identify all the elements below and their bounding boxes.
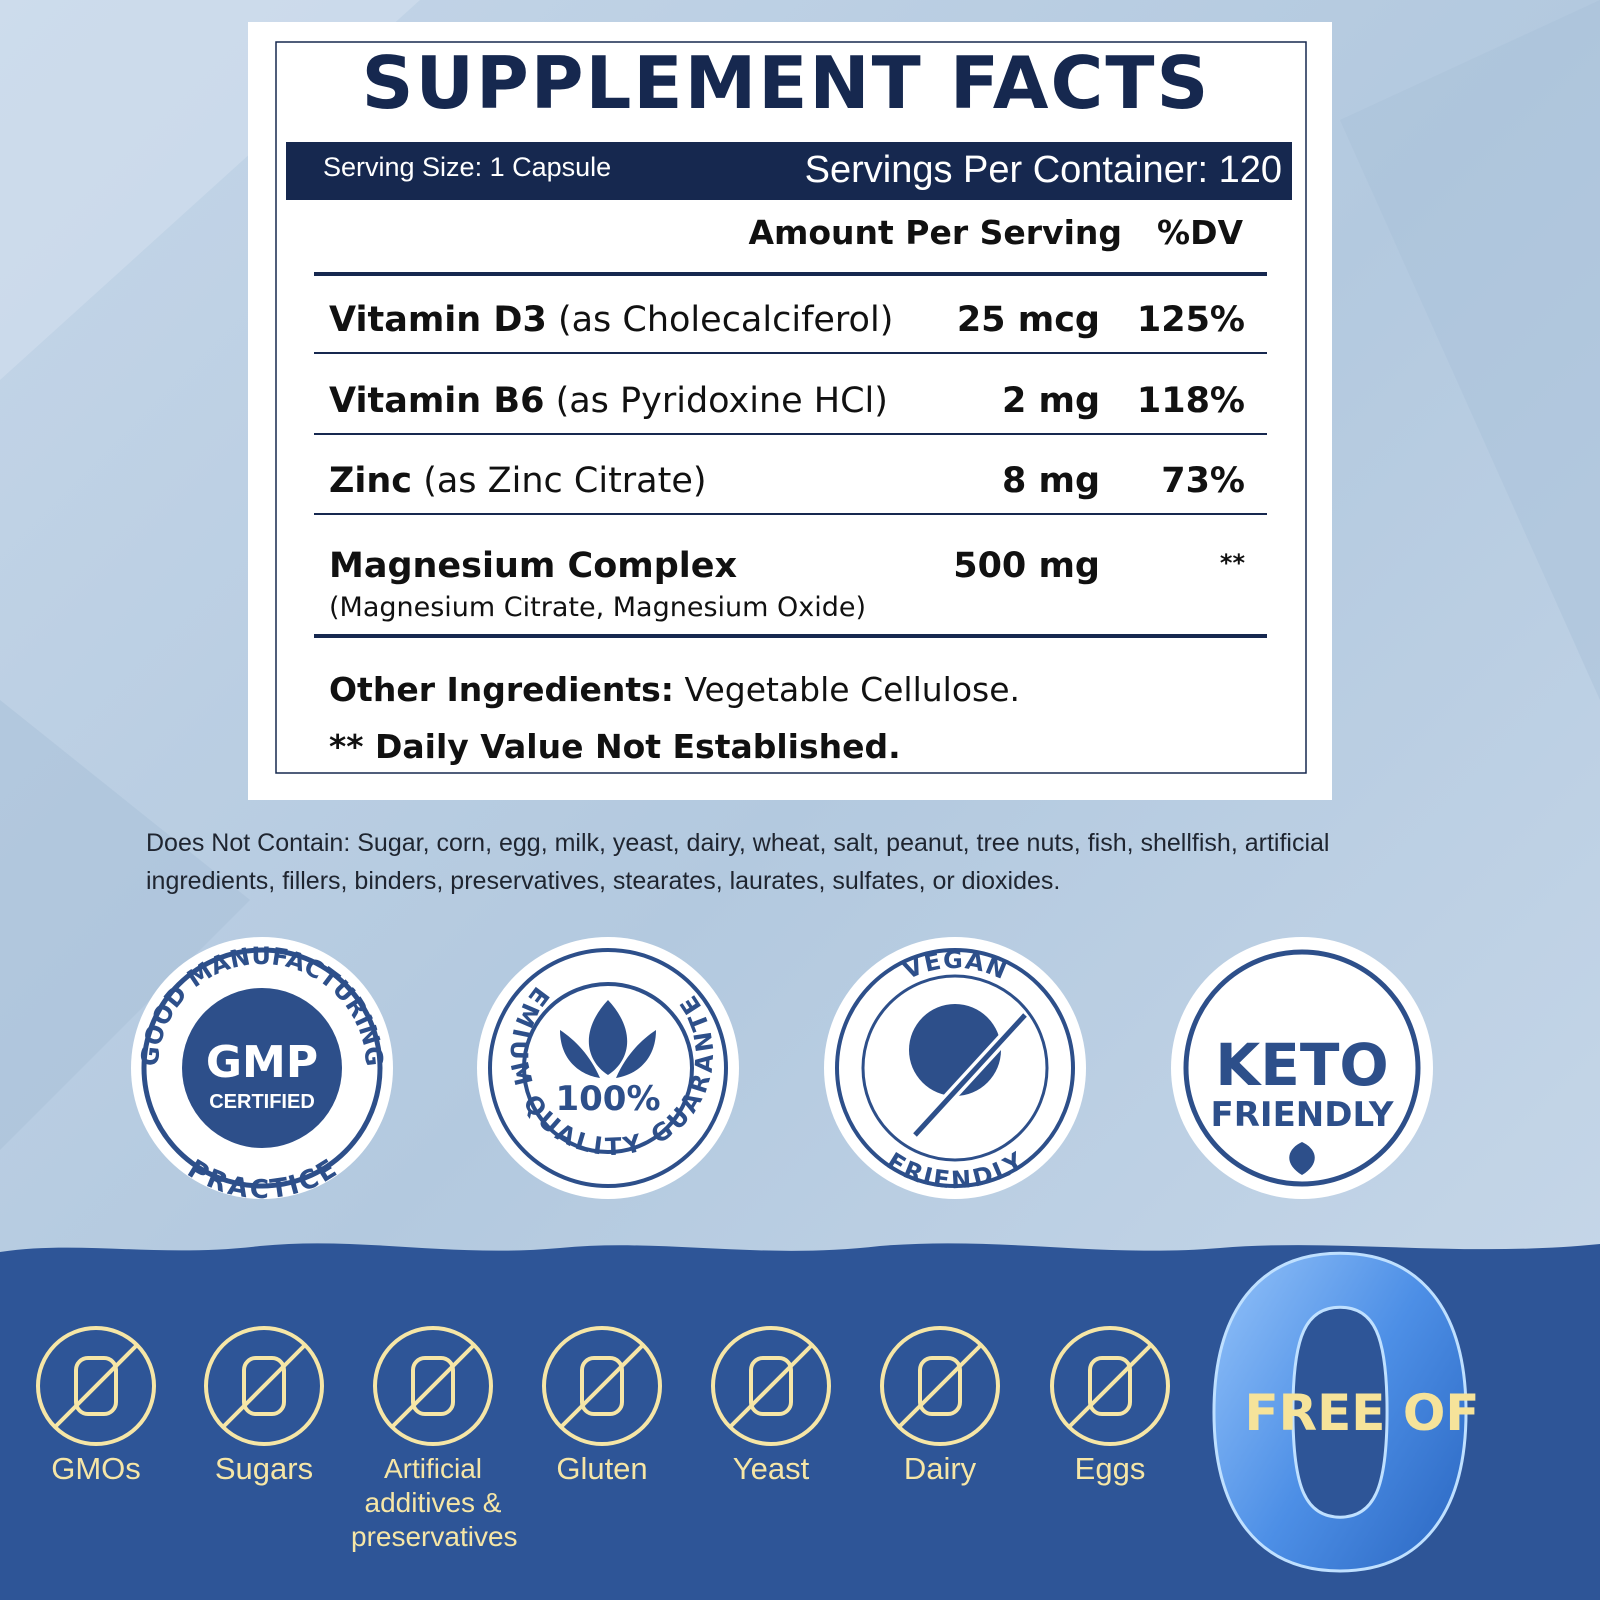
nutrient: Vitamin B6 (as Pyridoxine HCl) <box>329 381 888 421</box>
zero: 0 <box>1194 1176 1486 1600</box>
does-not-contain-box: Does Not Contain: Sugar, corn, egg, milk… <box>146 824 1446 900</box>
does-not-contain: Does Not Contain: Sugar, corn, egg, milk… <box>146 824 1446 900</box>
badge-ring <box>488 948 728 1188</box>
title: SUPPLEMENT FACTS <box>362 41 1211 125</box>
badge-ring <box>861 974 1049 1162</box>
other-label: Other Ingredients: <box>329 670 674 709</box>
icon-slash <box>559 1343 645 1429</box>
nutrient: Magnesium Complex <box>329 546 738 586</box>
icon-slash <box>390 1343 476 1429</box>
facet <box>0 700 250 1150</box>
icon-slash <box>897 1343 983 1429</box>
free-of-label: GMOs <box>51 1452 141 1486</box>
free-of-label: Eggs <box>1074 1452 1146 1486</box>
icon-slash <box>728 1343 814 1429</box>
nutrient-name: Vitamin B6 <box>329 381 544 421</box>
label-box: Sugars <box>214 1452 314 1486</box>
leaf-icon <box>1289 1142 1315 1175</box>
dv-header: %DV <box>1157 213 1243 252</box>
free-of-icon <box>711 1326 831 1446</box>
free-of-icons: GMOs Sugars Artificial additives & preserv… <box>36 1326 1170 1552</box>
serving-size: Serving Size: 1 Capsule <box>323 152 611 182</box>
label-box: GMOs <box>51 1452 141 1486</box>
icon-glyph <box>580 1356 624 1416</box>
free-of-label: Artificial additives & preservatives <box>351 1453 518 1552</box>
icon-glyph <box>1088 1356 1132 1416</box>
dv: ** <box>1220 549 1246 577</box>
amount: 25 mcg <box>957 300 1100 340</box>
footnote: ** Daily Value Not Established. <box>329 727 901 766</box>
other-ingredients: Other Ingredients: Vegetable Cellulose. <box>329 670 1020 709</box>
keto: KETO <box>1215 1031 1388 1099</box>
icon-glyph <box>74 1356 118 1416</box>
free-of-icon <box>880 1326 1000 1446</box>
free-of-icon <box>373 1326 493 1446</box>
badge-ring <box>522 982 694 1154</box>
nutrient-name: Vitamin D3 <box>329 300 547 340</box>
nutrient-name: Magnesium Complex <box>329 546 738 586</box>
nutrient-detail: (as Cholecalciferol) <box>558 300 893 340</box>
badge-disc <box>1171 937 1433 1199</box>
icon-glyph <box>918 1356 962 1416</box>
free-of-label: Yeast <box>732 1452 810 1486</box>
gmp: GMP <box>206 1037 318 1088</box>
nutrient-detail: (as Pyridoxine HCl) <box>556 381 888 421</box>
friendly: FRIENDLY <box>1211 1095 1394 1135</box>
nutrient: Vitamin D3 (as Cholecalciferol) <box>329 300 893 340</box>
icon-slash <box>1067 1343 1153 1429</box>
free-of-label: Sugars <box>214 1452 314 1486</box>
label-box: Artificial additives & preservatives <box>351 1453 518 1552</box>
icon-slash <box>221 1343 307 1429</box>
dv: 125% <box>1137 300 1245 340</box>
nutrient-sub: (Magnesium Citrate, Magnesium Oxide) <box>329 592 866 623</box>
free-of-title: FREE OF <box>1244 1384 1479 1442</box>
dnc-label: Does Not Contain: <box>146 829 351 857</box>
free-of-label: Dairy <box>903 1452 977 1486</box>
dv: 73% <box>1161 461 1245 501</box>
amount: 500 mg <box>953 546 1100 586</box>
label-box: Dairy <box>903 1452 977 1486</box>
certified: CERTIFIED <box>209 1091 315 1113</box>
label-box: Gluten <box>556 1452 648 1486</box>
amount: 8 mg <box>1002 461 1100 501</box>
free-of-icon <box>36 1326 156 1446</box>
label-border <box>275 41 1307 774</box>
dnc-text: Sugar, corn, egg, milk, yeast, dairy, wh… <box>146 829 1330 895</box>
percent: 100% <box>555 1079 660 1119</box>
icon-glyph <box>411 1356 455 1416</box>
icon-slash <box>53 1343 139 1429</box>
label-box: Eggs <box>1074 1452 1146 1486</box>
free-of-icon <box>542 1326 662 1446</box>
badge-ring <box>141 947 383 1189</box>
leaf-icon <box>560 1000 656 1078</box>
serving-bar <box>286 142 1292 200</box>
badge-center <box>182 988 342 1148</box>
icon-glyph <box>242 1356 286 1416</box>
amount-header: Amount Per Serving <box>748 213 1122 252</box>
nutrient-name: Zinc <box>329 461 412 501</box>
label-box: Yeast <box>732 1452 810 1486</box>
strike <box>913 1013 1027 1137</box>
badge-ring <box>835 948 1075 1188</box>
free-of-icon <box>1050 1326 1170 1446</box>
free-of-panel <box>0 1243 1600 1600</box>
amount: 2 mg <box>1002 381 1100 421</box>
badge-keto: KETO FRIENDLY <box>1171 937 1433 1199</box>
badge-ring <box>1183 949 1421 1187</box>
badge-vegan: VEGAN FRIENDLY <box>824 937 1086 1199</box>
nutrient: Zinc (as Zinc Citrate) <box>329 461 707 501</box>
nutrient-rows: Vitamin D3 (as Cholecalciferol) 25 mcg 125… <box>314 300 1267 638</box>
facet <box>1340 0 1600 700</box>
dv: 118% <box>1137 381 1245 421</box>
free-of-icon <box>204 1326 324 1446</box>
nutrient-detail: (as Zinc Citrate) <box>423 461 706 501</box>
servings-per-container: Servings Per Container: 120 <box>805 149 1282 191</box>
other-text: Vegetable Cellulose. <box>684 670 1020 709</box>
icon-glyph <box>749 1356 793 1416</box>
free-of-label: Gluten <box>556 1452 648 1486</box>
